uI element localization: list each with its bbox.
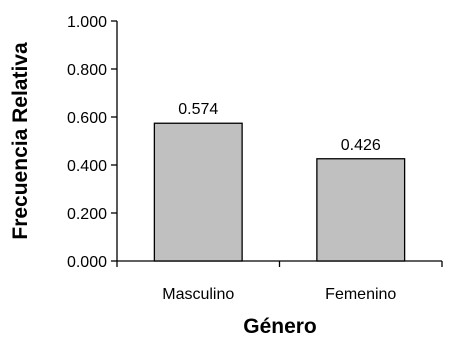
category-label: Masculino <box>162 286 234 303</box>
bar-masculino <box>153 122 243 262</box>
data-label: 0.426 <box>341 137 381 154</box>
bar-femenino <box>316 158 406 262</box>
y-tick-label: 1.000 <box>67 14 107 31</box>
category-label: Femenino <box>325 286 396 303</box>
y-tick-label: 0.600 <box>67 110 107 127</box>
category-labels: Masculino Femenino <box>162 286 396 303</box>
y-axis-title: Frecuencia Relativa <box>9 42 32 240</box>
y-axis-ticks: 0.000 0.200 0.400 0.600 0.800 1.000 <box>67 14 117 271</box>
data-labels: 0.574 0.426 <box>178 101 381 154</box>
y-tick-label: 0.400 <box>67 158 107 175</box>
y-tick-label: 0.800 <box>67 62 107 79</box>
data-label: 0.574 <box>178 101 218 118</box>
x-axis-ticks <box>116 261 443 267</box>
y-tick-label: 0.200 <box>67 206 107 223</box>
y-tick-label: 0.000 <box>67 254 107 271</box>
bar-series <box>153 122 406 262</box>
x-axis-title: Género <box>243 315 317 338</box>
